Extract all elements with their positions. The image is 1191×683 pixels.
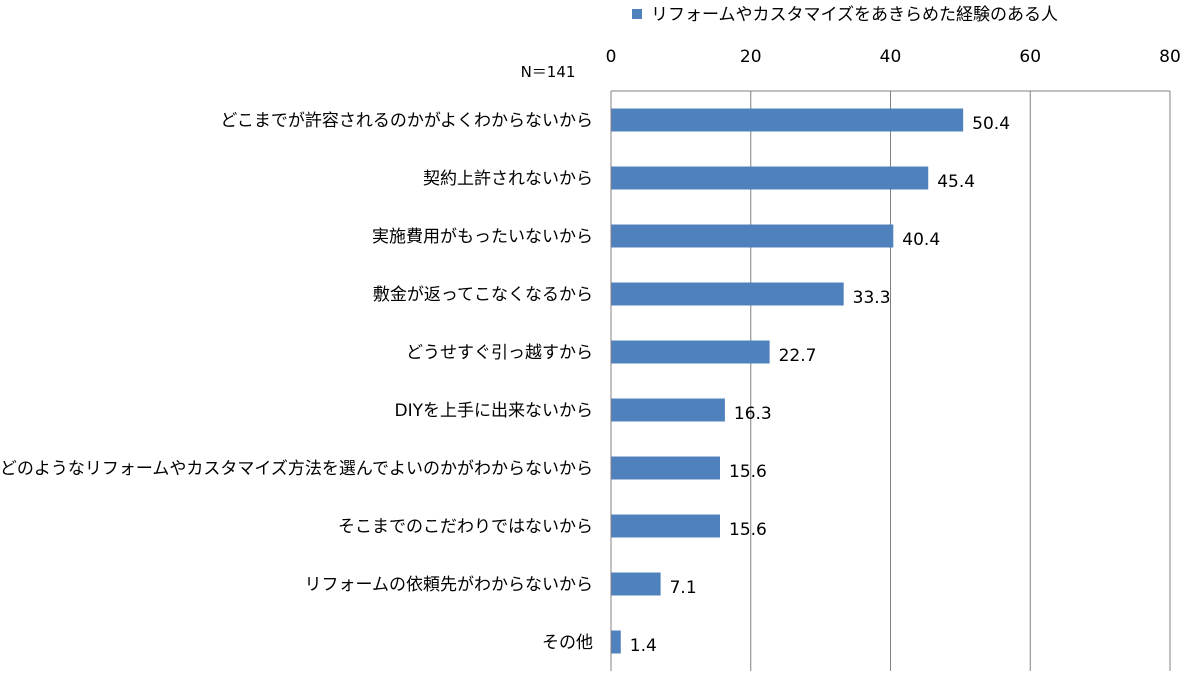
category-label: 敷金が返ってこなくなるから [373, 285, 593, 305]
x-tick-label: 80 [1159, 47, 1181, 67]
category-labels: どこまでが許容されるのかがよくわからないから契約上許されないから実施費用がもった… [0, 111, 593, 653]
bar [611, 630, 621, 654]
data-label: 15.6 [729, 462, 767, 482]
bar [611, 572, 661, 596]
category-label: その他 [542, 633, 593, 653]
bar [611, 108, 964, 132]
sample-size-note: N＝141 [521, 63, 576, 81]
category-label: DIYを上手に出来ないから [395, 401, 594, 421]
category-label: 実施費用がもったいないから [372, 227, 593, 247]
x-tick-label: 0 [606, 47, 617, 67]
category-label: どこまでが許容されるのかがよくわからないから [220, 111, 593, 131]
x-tick-label: 20 [740, 47, 762, 67]
data-label: 22.7 [779, 346, 817, 366]
bar [611, 224, 894, 248]
data-label: 7.1 [670, 578, 697, 598]
data-label: 15.6 [729, 520, 767, 540]
bar [611, 340, 770, 364]
bar [611, 282, 844, 306]
data-label: 50.4 [972, 114, 1010, 134]
category-label: どのようなリフォームやカスタマイズ方法を選んでよいのかがわからないから [0, 459, 593, 479]
bar [611, 456, 721, 480]
bar-series [611, 108, 964, 654]
x-tick-label: 60 [1019, 47, 1041, 67]
data-label: 40.4 [902, 230, 940, 250]
bar [611, 166, 929, 190]
bar [611, 514, 721, 538]
x-tick-label: 40 [880, 47, 902, 67]
data-label: 1.4 [630, 636, 657, 656]
category-label: 契約上許されないから [423, 169, 593, 189]
chart-legend: リフォームやカスタマイズをあきらめた経験のある人 [632, 5, 1058, 25]
data-labels: 50.4 45.4 40.4 33.3 22.7 16.3 15.6 15.6 7.1 1.4 [630, 114, 1010, 656]
bar [611, 398, 725, 422]
x-axis-ticks: 0 20 40 60 80 [606, 47, 1181, 67]
legend-swatch [632, 9, 642, 19]
data-label: 33.3 [853, 288, 891, 308]
category-label: どうせすぐ引っ越すから [406, 343, 593, 363]
category-label: リフォームの依頼先がわからないから [305, 575, 594, 595]
legend-label: リフォームやカスタマイズをあきらめた経験のある人 [651, 5, 1058, 25]
data-label: 16.3 [734, 404, 772, 424]
category-label: そこまでのこだわりではないから [338, 517, 593, 537]
data-label: 45.4 [937, 172, 975, 192]
